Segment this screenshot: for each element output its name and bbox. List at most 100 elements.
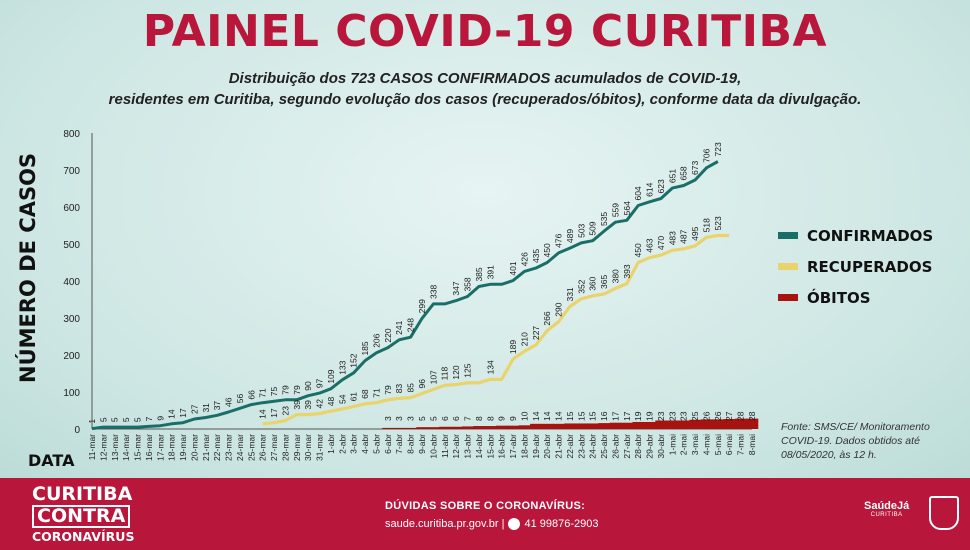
data-label-confirmados: 133 <box>337 360 347 374</box>
data-label-confirmados: 385 <box>474 267 484 281</box>
y-tick-label: 700 <box>63 166 80 177</box>
data-label-óbitos: 14 <box>531 411 541 421</box>
x-tick-label: 25-mar <box>246 434 256 461</box>
data-label-recuperados: 85 <box>406 383 416 393</box>
data-label-confirmados: 9 <box>155 416 165 421</box>
brand-line-3: CORONAVÍRUS <box>32 529 135 544</box>
data-label-confirmados: 509 <box>588 221 598 235</box>
data-label-óbitos: 28 <box>747 411 757 421</box>
data-label-confirmados: 241 <box>394 320 404 334</box>
data-label-confirmados: 347 <box>451 281 461 295</box>
x-tick-label: 28-abr <box>633 434 643 459</box>
data-label-confirmados: 5 <box>121 417 131 422</box>
data-label-recuperados: 42 <box>315 399 325 409</box>
data-label-confirmados: 604 <box>633 186 643 200</box>
y-tick-label: 500 <box>63 240 80 251</box>
data-label-confirmados: 90 <box>303 381 313 391</box>
obitos-bar <box>461 426 474 429</box>
footer-bar: CURITIBA CONTRA CORONAVÍRUS DÚVIDAS SOBR… <box>0 478 970 550</box>
data-label-óbitos: 17 <box>622 411 632 421</box>
x-tick-label: 30-mar <box>303 434 313 461</box>
obitos-bar <box>598 423 611 429</box>
obitos-bar <box>678 420 691 429</box>
x-tick-label: 4-abr <box>360 434 370 454</box>
x-tick-label: 22-mar <box>212 434 222 461</box>
data-label-recuperados: 463 <box>645 238 655 252</box>
data-label-confirmados: 358 <box>463 277 473 291</box>
legend-swatch-obitos <box>778 294 798 301</box>
x-tick-label: 11-mar <box>87 434 97 460</box>
data-label-recuperados: 470 <box>656 236 666 250</box>
series-layer <box>91 160 759 431</box>
data-label-recuperados: 523 <box>713 216 723 230</box>
data-label-confirmados: 1 <box>87 419 97 424</box>
x-tick-label: 22-abr <box>565 434 575 459</box>
data-label-confirmados: 56 <box>235 394 245 404</box>
data-label-confirmados: 658 <box>679 166 689 180</box>
x-tick-label: 11-abr <box>440 434 450 458</box>
data-label-óbitos: 3 <box>394 416 404 421</box>
data-label-confirmados: 435 <box>531 249 541 263</box>
x-tick-label: 15-mar <box>133 434 143 461</box>
x-tick-label: 6-abr <box>383 434 393 454</box>
data-label-confirmados: 338 <box>428 284 438 298</box>
data-label-óbitos: 14 <box>554 411 564 421</box>
saude-ja-logo-text: SaúdeJá <box>864 500 910 512</box>
y-tick-label: 600 <box>63 203 80 214</box>
data-label-confirmados: 79 <box>292 385 302 395</box>
data-label-confirmados: 723 <box>713 142 723 156</box>
x-tick-label: 17-mar <box>155 434 165 461</box>
data-label-recuperados: 23 <box>280 406 290 416</box>
contact-site-link[interactable]: saude.curitiba.pr.gov.br | <box>385 518 505 530</box>
subtitle-line-2: residentes em Curitiba, segundo evolução… <box>108 91 862 108</box>
data-label-recuperados: 518 <box>701 218 711 232</box>
data-label-confirmados: 391 <box>485 265 495 279</box>
data-label-confirmados: 27 <box>189 404 199 414</box>
y-tick-label: 800 <box>63 129 80 140</box>
x-tick-label: 17-abr <box>508 434 518 459</box>
data-label-confirmados: 476 <box>554 233 564 247</box>
obitos-bar <box>518 425 531 429</box>
data-label-recuperados: 450 <box>633 243 643 257</box>
data-label-confirmados: 559 <box>610 203 620 217</box>
data-label-recuperados: 120 <box>451 365 461 379</box>
data-label-confirmados: 185 <box>360 341 370 355</box>
x-tick-label: 21-mar <box>201 434 211 461</box>
data-label-confirmados: 651 <box>667 169 677 183</box>
x-tick-label: 1-abr <box>326 434 336 454</box>
data-label-óbitos: 6 <box>440 416 450 421</box>
obitos-bar <box>632 421 645 429</box>
data-label-confirmados: 614 <box>645 182 655 196</box>
background <box>0 0 970 478</box>
data-label-confirmados: 248 <box>406 318 416 332</box>
data-label-confirmados: 46 <box>224 397 234 407</box>
obitos-bar <box>666 420 679 429</box>
data-label-recuperados: 71 <box>371 388 381 398</box>
contact-phone[interactable]: 41 99876-2903 <box>524 518 599 530</box>
data-label-óbitos: 19 <box>633 411 643 421</box>
x-tick-label: 8-abr <box>406 434 416 454</box>
obitos-bar <box>416 427 429 429</box>
data-label-confirmados: 5 <box>133 417 143 422</box>
series-line-recuperados <box>262 233 730 426</box>
data-label-recuperados: 39 <box>303 400 313 410</box>
legend-item-recuperados: RECUPERADOS <box>778 251 933 282</box>
y-axis-title: NÚMERO DE CASOS <box>16 152 40 383</box>
data-label-óbitos: 26 <box>701 411 711 421</box>
data-label-recuperados: 266 <box>542 311 552 325</box>
obitos-bar <box>655 420 668 429</box>
y-tick-label: 200 <box>63 351 80 362</box>
data-label-recuperados: 365 <box>599 274 609 288</box>
data-label-óbitos: 15 <box>588 411 598 421</box>
data-label-recuperados: 68 <box>360 389 370 399</box>
data-label-confirmados: 71 <box>258 388 268 398</box>
data-label-óbitos: 23 <box>667 411 677 421</box>
brand-line-1: CURITIBA <box>32 483 133 505</box>
obitos-bar <box>439 426 452 429</box>
y-tick-label: 300 <box>63 314 80 325</box>
y-tick-label: 0 <box>74 425 80 436</box>
data-label-recuperados: 14 <box>258 409 268 419</box>
data-label-confirmados: 503 <box>576 223 586 237</box>
data-label-recuperados: 483 <box>667 231 677 245</box>
data-label-óbitos: 15 <box>565 411 575 421</box>
